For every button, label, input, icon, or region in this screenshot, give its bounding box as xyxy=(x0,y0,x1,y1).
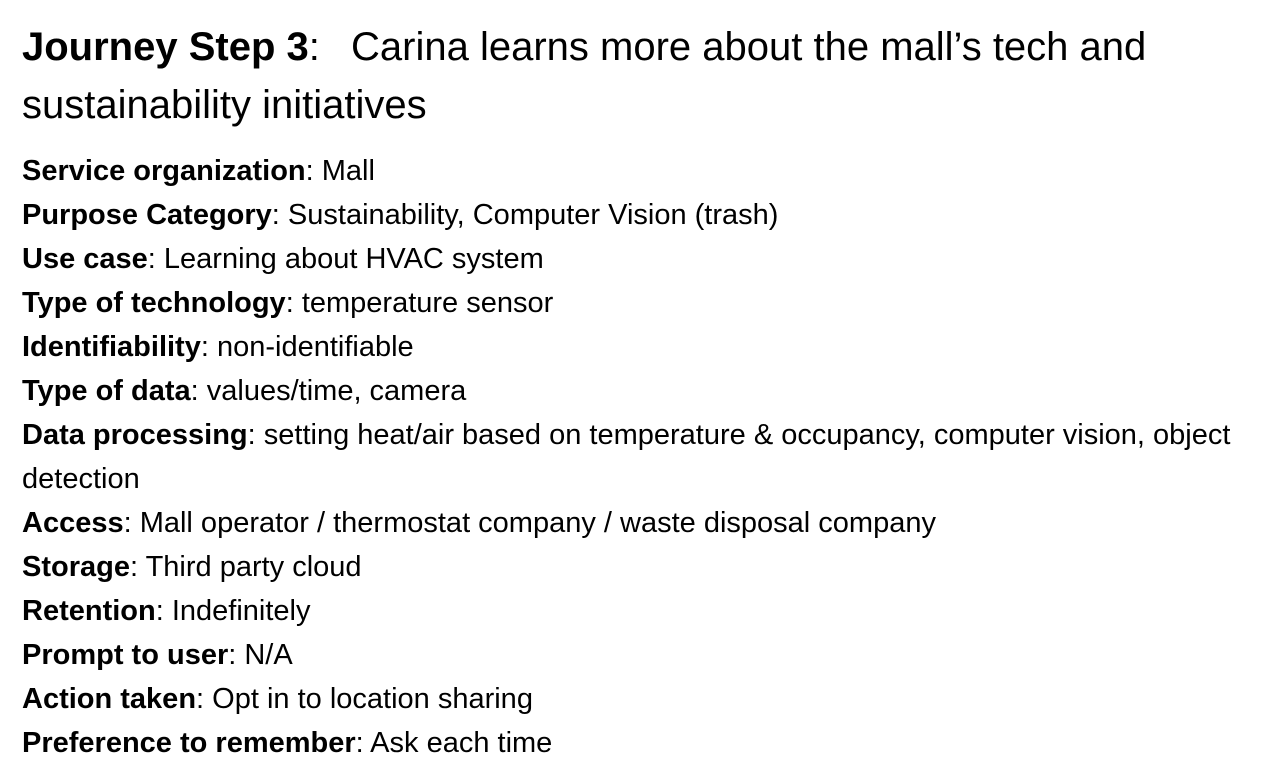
field-label: Identifiability xyxy=(22,331,201,363)
field-use-case: Use case: Learning about HVAC system xyxy=(22,237,1272,281)
field-list: Service organization: Mall Purpose Categ… xyxy=(22,149,1272,765)
field-label: Access xyxy=(22,507,124,539)
field-storage: Storage: Third party cloud xyxy=(22,545,1272,589)
field-label: Use case xyxy=(22,243,148,275)
field-value: : Third party cloud xyxy=(129,551,362,583)
field-label: Action taken xyxy=(22,683,197,715)
field-access: Access: Mall operator / thermostat compa… xyxy=(22,501,1272,545)
field-preference-to-remember: Preference to remember: Ask each time xyxy=(22,721,1272,765)
field-value: : values/time, camera xyxy=(190,375,467,407)
field-value: : Mall operator / thermostat company / w… xyxy=(123,507,936,539)
field-identifiability: Identifiability: non-identifiable xyxy=(22,325,1272,369)
field-value: : Learning about HVAC system xyxy=(147,243,544,275)
field-value: : temperature sensor xyxy=(285,287,554,319)
field-label: Service organization xyxy=(22,155,306,187)
field-action-taken: Action taken: Opt in to location sharing xyxy=(22,677,1272,721)
field-label: Retention xyxy=(22,595,156,627)
field-purpose-category: Purpose Category: Sustainability, Comput… xyxy=(22,193,1272,237)
field-value: : N/A xyxy=(228,639,293,671)
field-data-processing: Data processing: setting heat/air based … xyxy=(22,413,1272,501)
field-value: : setting heat/air based on temperature … xyxy=(22,419,1231,495)
journey-step-title: Carina learns more about the mall’s tech… xyxy=(22,25,1147,127)
field-label: Storage xyxy=(22,551,130,583)
field-value: : Mall xyxy=(305,155,375,187)
field-value: : Ask each time xyxy=(355,727,553,759)
field-prompt-to-user: Prompt to user: N/A xyxy=(22,633,1272,677)
field-value: : non-identifiable xyxy=(200,331,414,363)
field-value: : Sustainability, Computer Vision (trash… xyxy=(271,199,779,231)
field-label: Prompt to user xyxy=(22,639,229,671)
field-value: : Indefinitely xyxy=(155,595,311,627)
field-label: Preference to remember xyxy=(22,727,356,759)
field-label: Type of technology xyxy=(22,287,286,319)
field-type-of-data: Type of data: values/time, camera xyxy=(22,369,1272,413)
field-label: Data processing xyxy=(22,419,248,451)
field-label: Purpose Category xyxy=(22,199,272,231)
field-service-organization: Service organization: Mall xyxy=(22,149,1272,193)
field-type-of-technology: Type of technology: temperature sensor xyxy=(22,281,1272,325)
field-label: Type of data xyxy=(22,375,191,407)
field-retention: Retention: Indefinitely xyxy=(22,589,1272,633)
field-value: : Opt in to location sharing xyxy=(196,683,533,715)
title-separator: : xyxy=(308,25,320,69)
page-title: Journey Step 3: Carina learns more about… xyxy=(22,18,1262,134)
journey-step-label: Journey Step 3 xyxy=(22,25,309,69)
